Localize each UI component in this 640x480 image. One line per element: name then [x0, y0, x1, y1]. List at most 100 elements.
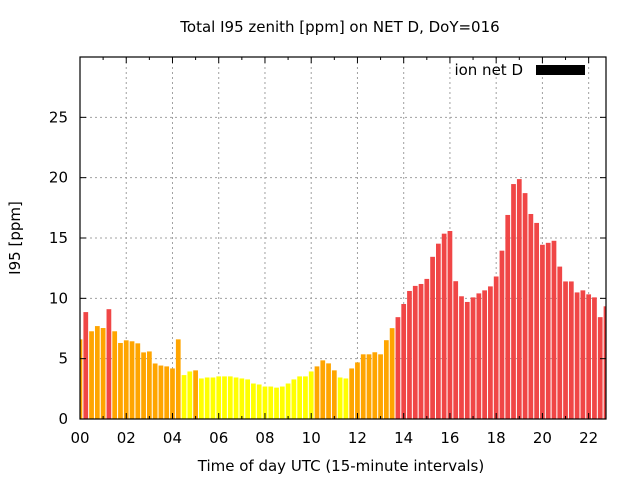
bar: [407, 290, 412, 419]
bar: [493, 276, 499, 419]
bar: [551, 240, 557, 419]
bar: [401, 304, 407, 419]
x-tick-label: 18: [487, 429, 506, 447]
bar: [279, 386, 285, 419]
bar: [233, 377, 239, 419]
legend: ion net D: [454, 61, 585, 79]
y-tick-label: 5: [58, 350, 68, 368]
bar: [222, 376, 227, 419]
bar: [349, 368, 355, 419]
bar: [227, 376, 233, 419]
bar: [123, 340, 129, 419]
bar: [164, 366, 170, 419]
bar: [482, 290, 487, 419]
bar: [303, 376, 308, 419]
bar: [580, 290, 586, 419]
bar: [83, 312, 89, 419]
bar: [355, 362, 360, 419]
x-tick-label: 08: [255, 429, 274, 447]
bar: [372, 352, 378, 419]
bar: [488, 286, 493, 419]
bar: [343, 378, 349, 419]
bar: [94, 326, 100, 419]
x-tick-label: 12: [348, 429, 367, 447]
bar: [470, 297, 476, 419]
bar: [540, 244, 545, 419]
bar: [430, 256, 435, 419]
bar: [505, 214, 511, 419]
y-tick-label: 0: [58, 410, 68, 428]
bar: [459, 296, 464, 419]
x-tick-label: 22: [579, 429, 598, 447]
x-tick-label: 02: [117, 429, 136, 447]
bar: [251, 383, 256, 419]
bar: [360, 354, 366, 419]
bar: [395, 317, 401, 419]
bar: [216, 376, 222, 419]
bar: [100, 328, 106, 419]
bar: [586, 294, 592, 419]
bar: [499, 250, 505, 419]
plot-border: [79, 56, 607, 420]
bar: [326, 363, 331, 419]
bar: [80, 339, 83, 419]
bar: [158, 365, 164, 419]
bar: [436, 243, 441, 419]
bar: [568, 281, 574, 419]
bar: [135, 343, 141, 419]
bar: [199, 378, 204, 419]
bar: [534, 222, 540, 419]
bar: [256, 384, 262, 419]
bar: [268, 386, 274, 419]
bar: [441, 233, 447, 419]
y-tick-label: 10: [49, 289, 68, 307]
bar: [476, 293, 482, 419]
bar: [141, 352, 146, 419]
bar: [522, 193, 528, 419]
chart-title: Total I95 zenith [ppm] on NET D, DoY=016: [179, 18, 499, 36]
bar: [597, 317, 603, 419]
bar: [557, 266, 563, 419]
bar: [389, 328, 395, 419]
bar: [245, 379, 250, 419]
bar: [511, 184, 516, 419]
bar: [453, 281, 459, 419]
bar: [418, 283, 424, 419]
bar: [118, 342, 123, 419]
y-tick-label: 20: [49, 169, 68, 187]
y-tick-label: 15: [49, 229, 68, 247]
x-tick-label: 16: [440, 429, 459, 447]
bar: [308, 371, 314, 419]
x-tick-label: 04: [163, 429, 182, 447]
x-tick-labels: 00 02 04 06 08 10 12 14 16 18 20 22: [70, 429, 598, 447]
bar: [378, 354, 383, 419]
bar: [424, 278, 430, 419]
bar: [331, 370, 337, 419]
bar: [291, 379, 297, 419]
bar: [528, 213, 534, 419]
bar: [603, 306, 606, 419]
x-tick-label: 00: [70, 429, 89, 447]
bar: [187, 371, 193, 419]
bar: [106, 309, 112, 419]
y-tick-label: 25: [49, 108, 68, 126]
bar: [204, 377, 210, 419]
bar: [545, 242, 551, 419]
x-tick-label: 10: [302, 429, 321, 447]
bar: [152, 363, 158, 419]
bar: [320, 360, 326, 419]
y-axis-label: I95 [ppm]: [6, 201, 24, 275]
bar: [193, 370, 198, 419]
bar: [239, 378, 245, 419]
legend-swatch: [536, 65, 585, 75]
bar: [112, 331, 118, 419]
x-tick-label: 20: [533, 429, 552, 447]
bar: [464, 301, 470, 419]
legend-label: ion net D: [454, 61, 523, 79]
bar: [314, 366, 320, 419]
x-axis-label: Time of day UTC (15-minute intervals): [197, 457, 484, 475]
bar: [574, 292, 580, 419]
bar: [285, 383, 291, 419]
bar: [563, 281, 568, 419]
